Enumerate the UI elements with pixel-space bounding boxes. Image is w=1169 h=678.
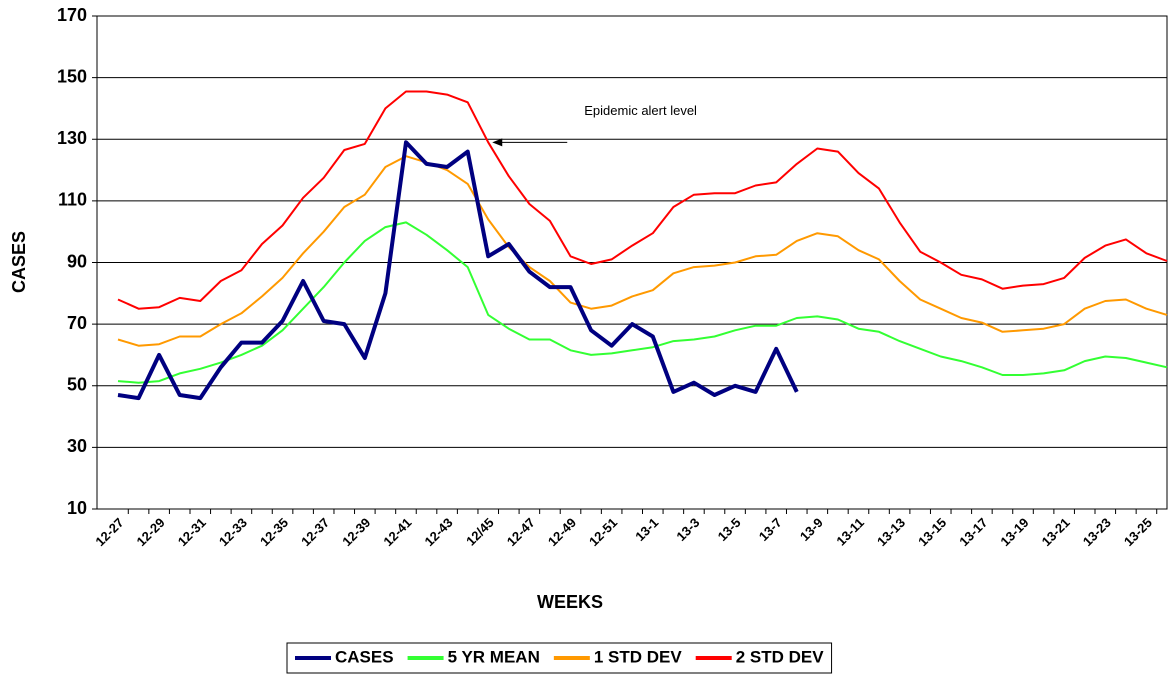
x-tick-label: 13-5 (715, 515, 744, 544)
x-tick-label: 13-11 (833, 515, 867, 549)
y-axis-title: CASES (9, 231, 29, 293)
x-tick-label: 12-37 (298, 515, 332, 549)
x-tick-label: 12-43 (422, 515, 456, 549)
x-tick-label: 12-33 (216, 515, 250, 549)
x-tick-label: 13-23 (1080, 515, 1114, 549)
x-tick-label: 12-31 (175, 515, 209, 549)
x-axis-title: WEEKS (537, 592, 603, 612)
x-tick-label: 13-1 (632, 515, 661, 544)
annotation: Epidemic alert level (584, 103, 697, 118)
y-tick-label: 50 (67, 375, 87, 395)
x-tick-label: 13-17 (956, 515, 990, 549)
legend: CASES 5 YR MEAN 1 STD DEV 2 STD DEV (286, 642, 833, 674)
x-tick-label: 12-51 (586, 515, 620, 549)
x-tick-label: 12/45 (463, 515, 497, 549)
y-tick-label: 10 (67, 498, 87, 518)
y-tick-label: 90 (67, 251, 87, 271)
x-tick-label: 13-7 (756, 515, 785, 544)
x-tick-label: 13-3 (673, 515, 702, 544)
x-tick-label: 12-41 (380, 515, 414, 549)
legend-label: 2 STD DEV (736, 647, 825, 666)
y-tick-label: 170 (57, 5, 87, 25)
x-tick-label: 12-47 (504, 515, 538, 549)
x-tick-label: 12-29 (134, 515, 168, 549)
series-line (117, 140, 799, 401)
x-tick-label: 12-35 (257, 515, 291, 549)
legend-label: CASES (335, 647, 394, 666)
x-tick-label: 13-21 (1039, 515, 1073, 549)
legend-label: 1 STD DEV (594, 647, 683, 666)
series-line (117, 221, 1168, 384)
legend-label: 5 YR MEAN (448, 647, 540, 666)
series-line (117, 155, 1168, 347)
y-tick-label: 30 (67, 436, 87, 456)
x-tick-label: 13-9 (797, 515, 826, 544)
y-tick-label: 130 (57, 128, 87, 148)
x-tick-label: 12-39 (339, 515, 373, 549)
x-tick-label: 13-13 (874, 515, 908, 549)
x-tick-label: 12-49 (545, 515, 579, 549)
annotation-arrowhead (492, 138, 503, 147)
x-tick-label: 13-25 (1121, 515, 1155, 549)
y-tick-label: 150 (57, 66, 87, 86)
x-tick-label: 12-27 (92, 515, 126, 549)
x-tick-label: 13-19 (997, 515, 1031, 549)
series-line (117, 90, 1168, 310)
x-tick-label: 13-15 (915, 515, 949, 549)
y-tick-label: 110 (58, 190, 87, 210)
y-tick-label: 70 (67, 313, 87, 333)
